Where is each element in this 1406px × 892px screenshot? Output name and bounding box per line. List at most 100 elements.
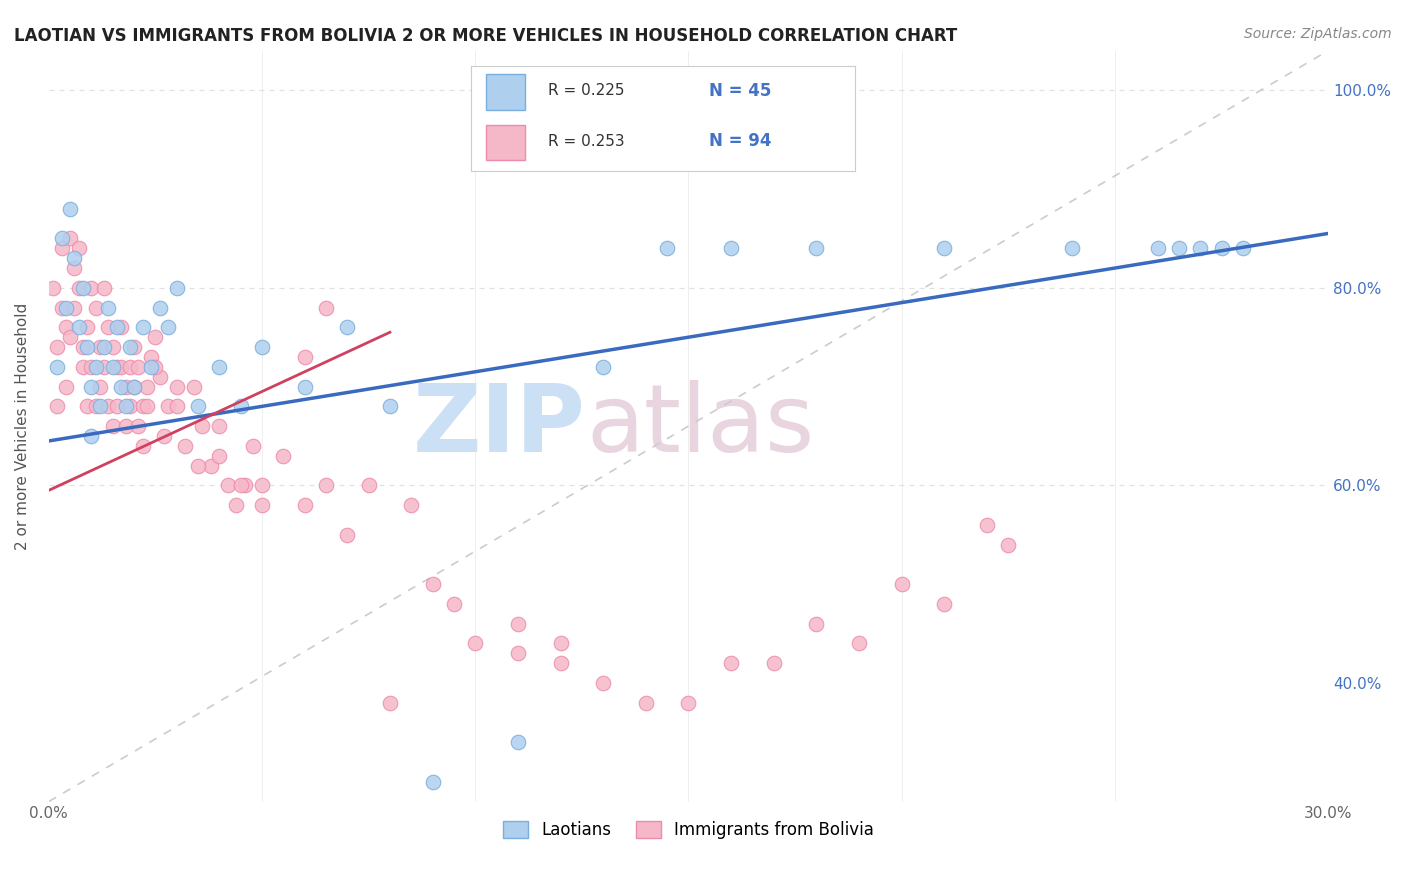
Point	[378, 696, 401, 710]
Point	[46, 400, 69, 414]
Point	[336, 320, 359, 334]
Point	[229, 478, 252, 492]
Point	[634, 696, 657, 710]
Point	[80, 379, 103, 393]
Point	[806, 241, 828, 255]
Point	[208, 449, 231, 463]
Point	[84, 400, 107, 414]
Point	[242, 439, 264, 453]
Point	[72, 340, 94, 354]
Point	[122, 340, 145, 354]
Point	[294, 379, 316, 393]
Point	[46, 359, 69, 374]
Point	[720, 241, 742, 255]
Point	[93, 359, 115, 374]
Y-axis label: 2 or more Vehicles in Household: 2 or more Vehicles in Household	[15, 302, 30, 549]
Point	[1167, 241, 1189, 255]
Point	[122, 379, 145, 393]
Point	[76, 340, 98, 354]
Point	[127, 419, 149, 434]
Point	[122, 379, 145, 393]
Point	[1189, 241, 1212, 255]
Point	[110, 359, 132, 374]
Point	[315, 478, 337, 492]
Point	[1146, 241, 1168, 255]
Point	[80, 429, 103, 443]
Point	[187, 458, 209, 473]
Point	[97, 301, 120, 315]
Point	[51, 301, 73, 315]
Text: Source: ZipAtlas.com: Source: ZipAtlas.com	[1244, 27, 1392, 41]
Point	[464, 636, 486, 650]
Point	[271, 449, 294, 463]
Point	[97, 400, 120, 414]
Point	[166, 379, 188, 393]
Point	[506, 735, 529, 749]
Point	[51, 241, 73, 255]
Point	[934, 241, 956, 255]
Point	[110, 379, 132, 393]
Point	[720, 657, 742, 671]
Point	[127, 359, 149, 374]
Point	[145, 330, 167, 344]
Point	[200, 458, 222, 473]
Point	[443, 597, 465, 611]
Point	[399, 498, 422, 512]
Point	[250, 340, 273, 354]
Point	[655, 241, 678, 255]
Point	[105, 359, 128, 374]
Point	[135, 400, 157, 414]
Point	[1232, 241, 1254, 255]
Point	[97, 320, 120, 334]
Point	[59, 330, 82, 344]
Point	[997, 538, 1019, 552]
Point	[63, 260, 86, 275]
Legend: Laotians, Immigrants from Bolivia: Laotians, Immigrants from Bolivia	[496, 814, 882, 846]
Point	[550, 636, 572, 650]
Point	[1062, 241, 1084, 255]
Point	[42, 281, 65, 295]
Point	[225, 498, 247, 512]
Point	[101, 419, 124, 434]
Point	[63, 301, 86, 315]
Point	[76, 400, 98, 414]
Point	[80, 359, 103, 374]
Point	[1211, 241, 1233, 255]
Point	[55, 379, 77, 393]
Point	[59, 202, 82, 216]
Point	[118, 400, 141, 414]
Point	[101, 359, 124, 374]
Point	[217, 478, 239, 492]
Point	[149, 301, 172, 315]
Text: LAOTIAN VS IMMIGRANTS FROM BOLIVIA 2 OR MORE VEHICLES IN HOUSEHOLD CORRELATION C: LAOTIAN VS IMMIGRANTS FROM BOLIVIA 2 OR …	[14, 27, 957, 45]
Point	[157, 320, 180, 334]
Point	[157, 400, 180, 414]
Point	[114, 400, 136, 414]
Point	[678, 696, 700, 710]
Point	[233, 478, 256, 492]
Point	[67, 241, 90, 255]
Point	[976, 517, 998, 532]
Point	[422, 577, 444, 591]
Point	[336, 528, 359, 542]
Point	[422, 774, 444, 789]
Point	[250, 498, 273, 512]
Point	[46, 340, 69, 354]
Point	[378, 400, 401, 414]
Point	[191, 419, 214, 434]
Point	[208, 359, 231, 374]
Point	[93, 281, 115, 295]
Point	[187, 400, 209, 414]
Point	[166, 400, 188, 414]
Text: ZIP: ZIP	[413, 380, 586, 472]
Point	[55, 320, 77, 334]
Point	[550, 657, 572, 671]
Point	[506, 646, 529, 660]
Point	[114, 419, 136, 434]
Point	[183, 379, 205, 393]
Point	[250, 478, 273, 492]
Point	[592, 359, 614, 374]
Point	[135, 379, 157, 393]
Point	[934, 597, 956, 611]
Point	[101, 340, 124, 354]
